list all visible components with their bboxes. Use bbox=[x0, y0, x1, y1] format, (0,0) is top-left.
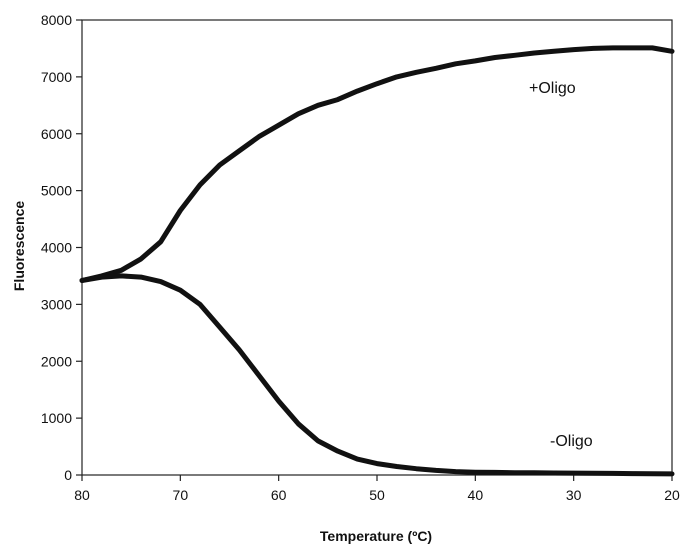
y-tick-label: 7000 bbox=[41, 69, 72, 85]
y-tick-label: 2000 bbox=[41, 353, 72, 369]
series-label-plus-oligo: +Oligo bbox=[529, 80, 576, 97]
series-line-minus-oligo bbox=[79, 273, 675, 477]
x-tick-label: 20 bbox=[664, 487, 680, 503]
plot-axes bbox=[81, 19, 673, 476]
y-tick-label: 5000 bbox=[41, 183, 72, 199]
plot-frame bbox=[81, 19, 673, 476]
x-tick-label: 60 bbox=[271, 487, 287, 503]
y-tick-label: 0 bbox=[64, 467, 72, 483]
series-label-minus-oligo: -Oligo bbox=[550, 433, 593, 450]
series-lines bbox=[79, 45, 675, 477]
y-tick-label: 4000 bbox=[41, 240, 72, 256]
x-axis-title: Temperature (ºC) bbox=[320, 528, 432, 544]
y-tick-label: 1000 bbox=[41, 410, 72, 426]
x-tick-label: 70 bbox=[173, 487, 189, 503]
x-tick-label: 40 bbox=[468, 487, 484, 503]
x-tick-label: 50 bbox=[369, 487, 385, 503]
x-tick-label: 30 bbox=[566, 487, 582, 503]
x-tick-label: 80 bbox=[74, 487, 90, 503]
x-axis-ticks: 80 70 60 50 40 30 20 bbox=[74, 475, 680, 503]
y-axis-title: Fluorescence bbox=[11, 201, 27, 291]
y-tick-label: 8000 bbox=[41, 12, 72, 28]
series-line-plus-oligo bbox=[79, 45, 675, 283]
y-tick-label: 6000 bbox=[41, 126, 72, 142]
y-tick-label: 3000 bbox=[41, 296, 72, 312]
y-axis-ticks: 0 1000 2000 3000 4000 5000 6000 7000 8000 bbox=[41, 12, 82, 483]
